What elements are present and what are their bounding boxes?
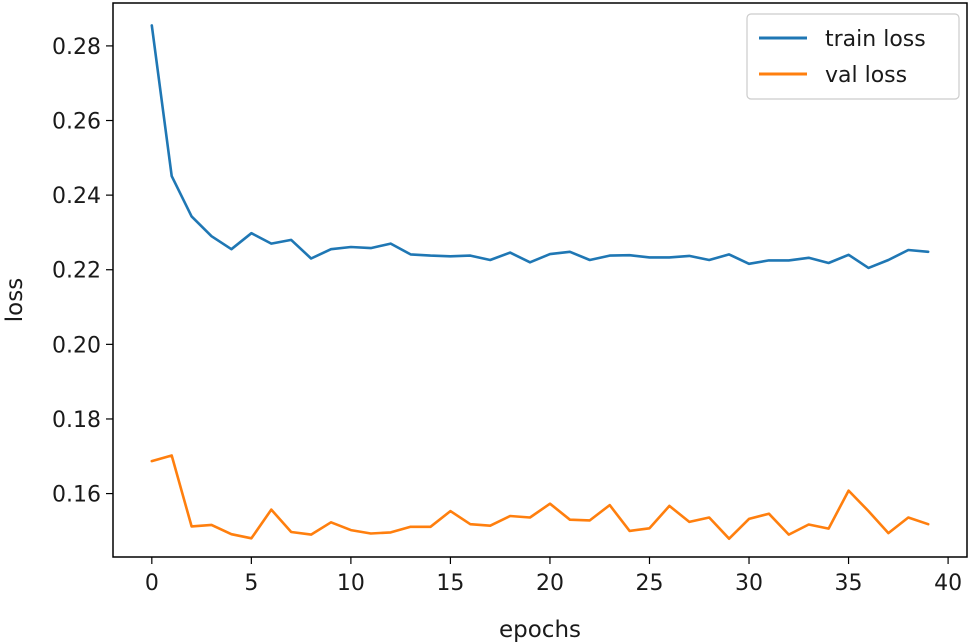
x-tick-label: 10 <box>337 571 365 596</box>
x-tick-label: 20 <box>536 571 564 596</box>
y-tick-label: 0.20 <box>52 333 101 358</box>
x-axis: 0 5 10 15 20 25 30 35 40 <box>145 557 962 596</box>
x-tick-label: 5 <box>244 571 258 596</box>
y-tick-label: 0.22 <box>52 259 101 284</box>
legend-label-train-loss: train loss <box>825 27 926 52</box>
legend-label-val-loss: val loss <box>825 63 907 88</box>
x-tick-label: 40 <box>934 571 962 596</box>
y-tick-label: 0.16 <box>52 483 101 508</box>
plot-area <box>150 24 930 541</box>
y-axis-label: loss <box>2 278 28 322</box>
y-tick-label: 0.18 <box>52 408 101 433</box>
x-tick-label: 30 <box>735 571 763 596</box>
y-axis: 0.16 0.18 0.20 0.22 0.24 0.26 0.28 <box>52 35 113 508</box>
legend: train loss val loss <box>746 13 960 100</box>
x-tick-label: 15 <box>436 571 464 596</box>
x-tick-label: 25 <box>635 571 663 596</box>
x-tick-label: 0 <box>145 571 159 596</box>
y-tick-label: 0.24 <box>52 184 101 209</box>
x-axis-label: epochs <box>499 617 581 643</box>
series-line-val-loss <box>150 454 930 541</box>
y-tick-label: 0.26 <box>52 110 101 135</box>
x-tick-label: 35 <box>835 571 863 596</box>
series-line-train-loss <box>150 24 930 270</box>
legend-box <box>746 13 960 100</box>
axes-frame <box>112 2 968 558</box>
y-tick-label: 0.28 <box>52 35 101 60</box>
